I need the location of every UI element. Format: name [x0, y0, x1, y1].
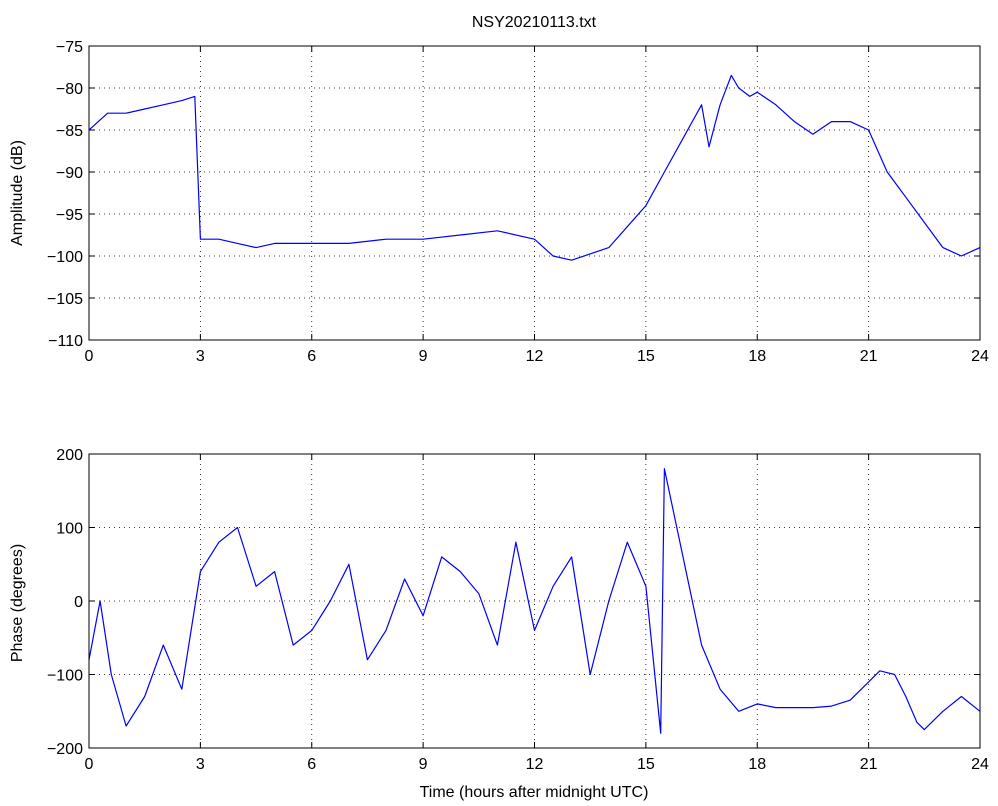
phase-x-tick-label: 3: [196, 756, 205, 773]
amplitude-x-tick-label: 24: [971, 348, 989, 365]
amplitude-y-axis-label: Amplitude (dB): [9, 140, 26, 246]
amplitude-series-line: [88, 74, 981, 261]
amplitude-y-tick-label: −80: [56, 81, 83, 98]
phase-x-tick-label: 18: [748, 756, 766, 773]
phase-chart: 0 3 6 9 12 15 18 21 24 200 100 0 −100 −200 Phase (degr…: [9, 447, 989, 801]
amplitude-x-tick-label: 0: [85, 348, 94, 365]
amplitude-y-tick-label: −100: [47, 249, 83, 266]
amplitude-chart: 0 3 6 9 12 15 18 21 24 −75 −80 −85 −90 −95 −100 −105 −11…: [9, 39, 989, 365]
amplitude-y-tick-label: −110: [48, 333, 83, 350]
phase-x-tick-label: 9: [419, 756, 428, 773]
amplitude-x-tick-label: 18: [748, 348, 766, 365]
amplitude-y-tick-label: −90: [56, 165, 83, 182]
phase-y-axis-label: Phase (degrees): [9, 544, 26, 662]
phase-y-tick-label: 0: [74, 594, 83, 611]
phase-y-tick-label: 100: [56, 521, 83, 538]
phase-x-tick-label: 21: [860, 756, 878, 773]
phase-axes-frame: [88, 453, 981, 749]
phase-y-tick-label: −200: [47, 741, 83, 758]
amplitude-axes-frame: [88, 45, 981, 341]
phase-y-tick-label: 200: [56, 447, 83, 464]
amplitude-x-tick-label: 21: [860, 348, 878, 365]
amplitude-x-tick-label: 15: [637, 348, 655, 365]
amplitude-y-tick-label: −85: [56, 123, 83, 140]
phase-x-tick-label: 6: [307, 756, 316, 773]
chart-title: NSY20210113.txt: [472, 14, 597, 31]
phase-x-tick-label: 12: [526, 756, 544, 773]
amplitude-x-tick-label: 12: [526, 348, 544, 365]
phase-series-line: [88, 468, 981, 734]
amplitude-x-tick-label: 9: [419, 348, 428, 365]
amplitude-y-tick-label: −95: [56, 207, 83, 224]
phase-x-tick-label: 15: [637, 756, 655, 773]
phase-x-axis-label: Time (hours after midnight UTC): [420, 784, 649, 801]
amplitude-x-tick-label: 3: [196, 348, 205, 365]
amplitude-plot-area: [89, 46, 980, 340]
phase-x-tick-label: 24: [971, 756, 989, 773]
amplitude-y-tick-label: −75: [56, 39, 83, 56]
phase-y-tick-label: −100: [47, 668, 83, 685]
amplitude-y-tick-label: −105: [47, 291, 83, 308]
amplitude-x-tick-label: 6: [307, 348, 316, 365]
phase-x-tick-label: 0: [85, 756, 94, 773]
